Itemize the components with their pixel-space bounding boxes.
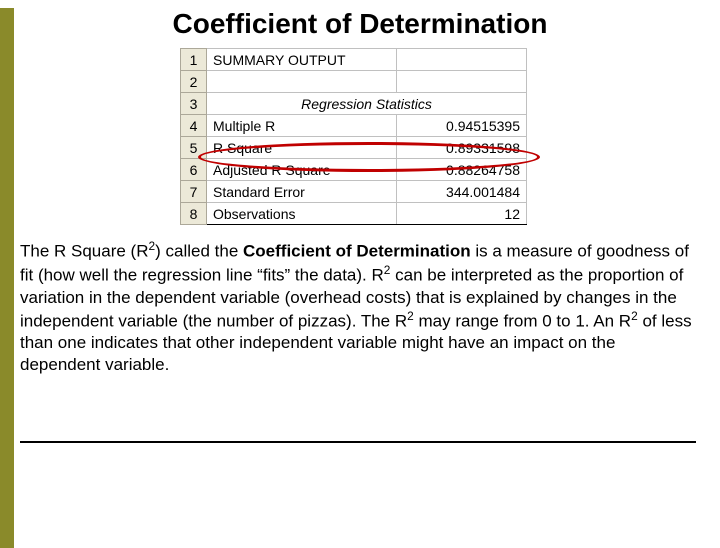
row-header: 6 <box>181 159 207 181</box>
table-row: 6Adjusted R Square0.88264758 <box>181 159 527 181</box>
horizontal-divider <box>20 441 696 443</box>
regression-table-container: 1SUMMARY OUTPUT23Regression Statistics4M… <box>180 48 540 225</box>
table-row: 2 <box>181 71 527 93</box>
stat-label-cell: R Square <box>207 137 397 159</box>
stat-value-cell: 0.89331598 <box>397 137 527 159</box>
row-header: 8 <box>181 203 207 225</box>
table-row: 5R Square0.89331598 <box>181 137 527 159</box>
superscript: 2 <box>631 309 638 323</box>
stat-value-cell <box>397 49 527 71</box>
stat-value-cell: 12 <box>397 203 527 225</box>
page-title: Coefficient of Determination <box>0 8 720 40</box>
section-header-cell: Regression Statistics <box>207 93 527 115</box>
bold-term: Coefficient of Determination <box>243 242 471 261</box>
row-header: 4 <box>181 115 207 137</box>
stat-value-cell: 344.001484 <box>397 181 527 203</box>
row-header: 7 <box>181 181 207 203</box>
table-row: 1SUMMARY OUTPUT <box>181 49 527 71</box>
table-row: 3Regression Statistics <box>181 93 527 115</box>
stat-label-cell: Standard Error <box>207 181 397 203</box>
row-header: 1 <box>181 49 207 71</box>
stat-label-cell: Adjusted R Square <box>207 159 397 181</box>
table-row: 7Standard Error344.001484 <box>181 181 527 203</box>
superscript: 2 <box>407 309 414 323</box>
regression-statistics-table: 1SUMMARY OUTPUT23Regression Statistics4M… <box>180 48 527 225</box>
stat-value-cell <box>397 71 527 93</box>
accent-sidebar <box>0 8 14 548</box>
table-row: 8Observations12 <box>181 203 527 225</box>
stat-label-cell: SUMMARY OUTPUT <box>207 49 397 71</box>
text-run: The R Square (R <box>20 242 149 261</box>
row-header: 2 <box>181 71 207 93</box>
stat-value-cell: 0.88264758 <box>397 159 527 181</box>
explanatory-paragraph: The R Square (R 2 ) called the Coefficient… <box>20 239 700 377</box>
stat-value-cell: 0.94515395 <box>397 115 527 137</box>
row-header: 5 <box>181 137 207 159</box>
row-header: 3 <box>181 93 207 115</box>
stat-label-cell: Multiple R <box>207 115 397 137</box>
table-row: 4Multiple R0.94515395 <box>181 115 527 137</box>
text-run: may range from 0 to 1. An R <box>414 311 631 330</box>
text-run: ) called the <box>155 242 243 261</box>
stat-label-cell <box>207 71 397 93</box>
stat-label-cell: Observations <box>207 203 397 225</box>
